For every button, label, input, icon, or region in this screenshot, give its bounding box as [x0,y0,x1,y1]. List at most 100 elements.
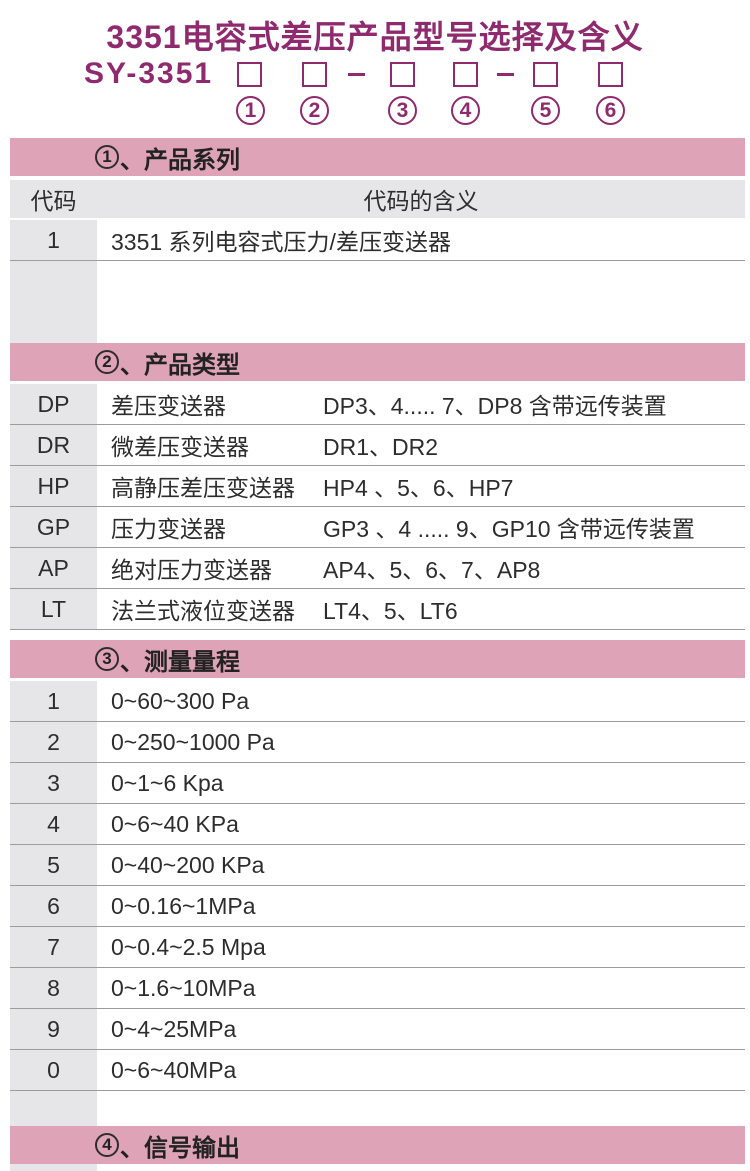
type-name-cell: 微差压变送器 [111,434,249,460]
table-row: 9 0~4~25MPa [10,1009,745,1050]
empty-code-cell [10,1164,97,1171]
table-row: AP 绝对压力变送器 AP4、5、6、7、AP8 [10,548,745,589]
empty-code-cell [10,261,97,343]
type-name-cell: 法兰式液位变送器 [111,598,295,624]
code-cell: 7 [10,927,97,967]
page-title: 3351电容式差压产品型号选择及含义 [106,19,644,55]
model-code-diagram: SY-3351 1 2 3 4 5 6 [0,55,750,138]
empty-row [10,1164,745,1171]
table-row: DP 差压变送器 DP3、4..... 7、DP8 含带远传装置 [10,384,745,425]
range-cell: 0~250~1000 Pa [111,728,275,755]
table-row: 2 0~250~1000 Pa [10,722,745,763]
empty-row [10,261,745,343]
table-row: GP 压力变送器 GP3 、4 ..... 9、GP10 含带远传装置 [10,507,745,548]
code-cell: 5 [10,845,97,885]
table-row: 1 3351 系列电容式压力/差压变送器 [10,220,745,261]
models-cell: LT4、5、LT6 [323,598,458,624]
section4-header: 4 、信号输出 [10,1126,745,1164]
code-cell: 0 [10,1050,97,1090]
column-header-meaning: 代码的含义 [363,188,479,214]
table-row: 0 0~6~40MPa [10,1050,745,1091]
models-cell: HP4 、5、6、HP7 [323,475,514,501]
code-cell: 4 [10,804,97,844]
position-number-icon-2: 2 [300,96,329,125]
type-name-cell: 高静压差压变送器 [111,475,295,501]
models-cell: DP3、4..... 7、DP8 含带远传装置 [323,393,667,419]
title-bar: 3351电容式差压产品型号选择及含义 [0,0,750,55]
type-name-cell: 压力变送器 [111,516,226,542]
dash-separator-icon [497,73,514,76]
code-cell: 2 [10,722,97,762]
table-row: LT 法兰式液位变送器 LT4、5、LT6 [10,589,745,630]
circled-number-icon: 3 [95,647,119,671]
dash-separator-icon [348,73,365,76]
model-digit-box-5 [533,62,558,87]
code-cell: 9 [10,1009,97,1049]
code-cell: LT [10,589,97,629]
code-cell: 1 [10,220,97,260]
range-cell: 0~1~6 Kpa [111,769,224,796]
range-cell: 0~1.6~10MPa [111,974,256,1001]
empty-row [10,1091,745,1126]
code-cell: DP [10,384,97,424]
section1-header: 1 、产品系列 [10,138,745,176]
table-row: 1 0~60~300 Pa [10,681,745,722]
table-row: 5 0~40~200 KPa [10,845,745,886]
code-cell: HP [10,466,97,506]
code-cell: 3 [10,763,97,803]
empty-code-cell [10,1091,97,1126]
section3-title: 、测量量程 [120,648,240,676]
table-row: 6 0~0.16~1MPa [10,886,745,927]
model-prefix: SY-3351 [84,57,214,90]
table-row: DR 微差压变送器 DR1、DR2 [10,425,745,466]
model-digit-box-2 [302,62,327,87]
table-row: 7 0~0.4~2.5 Mpa [10,927,745,968]
table-row: 3 0~1~6 Kpa [10,763,745,804]
model-digit-box-1 [237,62,262,87]
models-cell: GP3 、4 ..... 9、GP10 含带远传装置 [323,516,695,542]
code-cell: 1 [10,681,97,721]
model-digit-box-6 [598,62,623,87]
measurement-range-rows: 1 0~60~300 Pa 2 0~250~1000 Pa 3 0~1~6 Kpa 4 0~6… [10,681,745,1091]
section2-header: 2 、产品类型 [10,343,745,381]
divider [10,630,745,640]
section3-header: 3 、测量量程 [10,640,745,678]
code-cell: GP [10,507,97,547]
circled-number-icon: 1 [95,145,119,169]
range-cell: 0~40~200 KPa [111,851,265,878]
range-cell: 0~0.16~1MPa [111,892,256,919]
section1-title: 、产品系列 [120,146,240,174]
column-header-code: 代码 [30,188,77,214]
selection-table: 1 、产品系列 代码 代码的含义 1 3351 系列电容式压力/差压变送器 2 … [10,138,745,1171]
range-cell: 0~60~300 Pa [111,687,250,714]
range-cell: 0~6~40MPa [111,1056,237,1083]
product-type-rows: DP 差压变送器 DP3、4..... 7、DP8 含带远传装置 DR 微差压变送器 DR… [10,384,745,630]
section2-title: 、产品类型 [120,351,240,379]
table-row: 4 0~6~40 KPa [10,804,745,845]
type-name-cell: 绝对压力变送器 [111,557,272,583]
code-cell: 6 [10,886,97,926]
range-cell: 0~4~25MPa [111,1015,237,1042]
section4-title: 、信号输出 [120,1134,240,1162]
range-cell: 0~0.4~2.5 Mpa [111,933,266,960]
code-cell: DR [10,425,97,465]
position-number-icon-5: 5 [531,96,560,125]
position-number-icon-6: 6 [596,96,625,125]
code-cell: AP [10,548,97,588]
model-digit-box-4 [453,62,478,87]
position-number-icon-4: 4 [451,96,480,125]
circled-number-icon: 2 [95,350,119,374]
table-row: HP 高静压差压变送器 HP4 、5、6、HP7 [10,466,745,507]
model-digit-box-3 [390,62,415,87]
circled-number-icon: 4 [95,1133,119,1157]
position-number-icon-1: 1 [236,96,265,125]
table-row: 8 0~1.6~10MPa [10,968,745,1009]
meaning-cell: 3351 系列电容式压力/差压变送器 [111,229,451,255]
models-cell: AP4、5、6、7、AP8 [323,557,541,583]
position-number-icon-3: 3 [388,96,417,125]
range-cell: 0~6~40 KPa [111,810,239,837]
code-cell: 8 [10,968,97,1008]
column-header-row: 代码 代码的含义 [10,180,745,220]
type-name-cell: 差压变送器 [111,393,226,419]
models-cell: DR1、DR2 [323,434,439,460]
